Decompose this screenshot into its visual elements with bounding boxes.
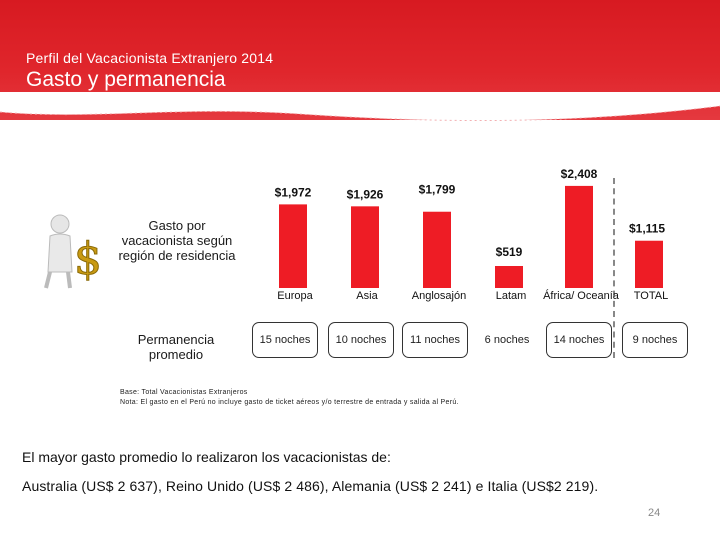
nights-africa-oceania: 14 noches (546, 322, 612, 358)
bar-5 (565, 185, 593, 288)
gasto-label: Gasto por vacacionista según región de r… (118, 218, 236, 263)
footnote-base: Base: Total Vacacionistas Extranjeros (120, 389, 248, 396)
bar-3 (423, 211, 451, 288)
svg-text:$: $ (74, 234, 102, 285)
bar-value-label-5: $2,408 (561, 167, 598, 181)
region-label-africa-oceania: África/ Oceanía (543, 290, 619, 302)
bar-value-label-3: $1,799 (419, 183, 456, 197)
footnote-nota: Nota: El gasto en el Perú no incluye gas… (120, 399, 459, 406)
conclusion-text: El mayor gasto promedio lo realizaron lo… (22, 449, 391, 465)
total-separator-line (613, 178, 615, 358)
bar-4 (495, 265, 523, 288)
page-number: 24 (648, 507, 661, 519)
slide-title: Gasto y permanencia (26, 68, 226, 91)
bar-value-label-4: $519 (496, 245, 523, 259)
permanencia-label: Permanencia promedio (137, 332, 215, 362)
slide-subtitle: Perfil del Vacacionista Extranjero 2014 (26, 50, 274, 66)
footnotes: Base: Total Vacacionistas Extranjeros No… (120, 388, 459, 408)
region-label-europa: Europa (277, 290, 313, 302)
bar-2 (351, 206, 379, 288)
bar-value-label-2: $1,926 (347, 187, 384, 201)
highlight-countries: Australia (US$ 2 637), Reino Unido (US$ … (22, 478, 599, 494)
region-labels: Europa Asia Anglosajón Latam África/ Oce… (250, 290, 710, 320)
nights-europa: 15 noches (252, 322, 318, 358)
nights-total: 9 noches (622, 322, 688, 358)
region-label-asia: Asia (356, 290, 378, 302)
bar-value-label-1: $1,972 (275, 185, 312, 199)
header-wave-decoration (0, 92, 720, 122)
region-label-latam: Latam (495, 290, 527, 302)
nights-anglosajon: 11 noches (402, 322, 468, 358)
nights-latam: 6 noches (474, 322, 540, 358)
money-person-icon: $ (44, 214, 103, 289)
region-label-anglosajon: Anglosajón (411, 290, 467, 302)
bar-1 (279, 204, 307, 288)
bar-value-label-6: $1,115 (629, 222, 665, 236)
region-label-total: TOTAL (633, 290, 669, 302)
bar-6 (635, 240, 663, 288)
nights-asia: 10 noches (328, 322, 394, 358)
gasto-bar-chart: $1,972 $1,926 $1,799 $519 $2,408 $1,115 (275, 167, 665, 288)
